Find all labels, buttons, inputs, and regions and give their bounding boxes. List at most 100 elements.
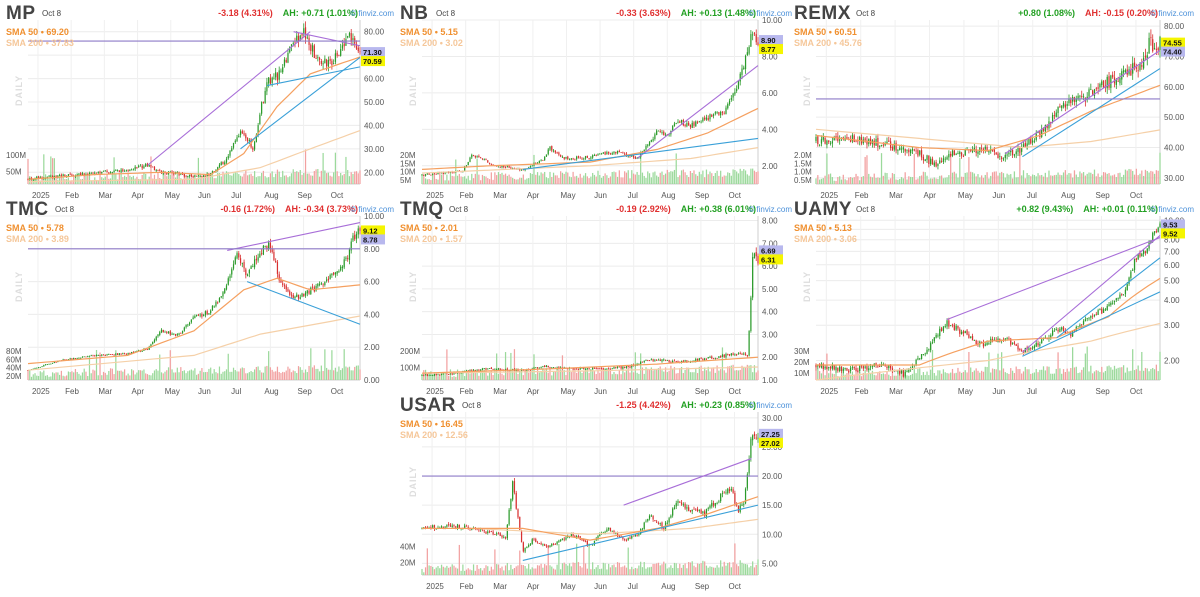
tmc-volume-bar [326, 367, 328, 380]
usar-candle-body [698, 510, 700, 511]
tmq-candle-body [712, 358, 715, 360]
tmc-candle-body [174, 333, 177, 336]
nb-volume-bar [519, 177, 521, 184]
usar-candle-body [576, 536, 578, 538]
uamy-volume-bar [842, 370, 844, 380]
nb-volume-bar [478, 174, 480, 184]
remx-candle-body [1061, 105, 1063, 109]
uamy-sma50-line [816, 277, 1161, 366]
usar-y-tick-label: 30.00 [762, 414, 783, 423]
nb-candle-body [730, 98, 732, 100]
tmq-candle-body [627, 365, 629, 367]
nb-volume-bar [616, 176, 619, 184]
mp-candle-body [285, 59, 287, 63]
mp-volume-bar [306, 173, 308, 184]
mp-volume-bar [275, 173, 277, 184]
tmc-candle-body [355, 234, 358, 239]
tmc-candle-body [48, 363, 50, 365]
nb-volume-bar [448, 180, 450, 184]
usar-volume-bar [483, 568, 485, 575]
remx-candle-body [988, 150, 990, 153]
tmc-volume-bar [327, 369, 329, 380]
nb-volume-bar [741, 170, 743, 184]
tmq-candle-body [730, 353, 732, 356]
tmc-candle-body [297, 294, 300, 299]
tmc-volume-bar [255, 366, 257, 380]
nb-volume-bar [453, 176, 455, 184]
uamy-timeframe-label: DAILY [802, 270, 812, 302]
remx-candle-body [1133, 62, 1136, 68]
tmq-volume-bar [622, 367, 624, 380]
nb-candle-body [679, 121, 681, 123]
nb-candle-body [520, 169, 523, 171]
remx-volume-bar [1113, 174, 1116, 184]
uamy-x-tick-label: Mar [889, 387, 903, 396]
mp-sma50-label: SMA 50 [6, 27, 39, 37]
nb-candle-body [563, 157, 565, 159]
remx-candle-body [1159, 36, 1161, 51]
mp-volume-bar [318, 176, 321, 184]
uamy-volume-bar [884, 374, 886, 380]
mp-candle-body [32, 179, 34, 181]
mp-candle-body [347, 35, 349, 38]
mp-volume-bar [248, 174, 250, 184]
usar-candle-body [718, 501, 720, 503]
tmc-candle-body [43, 365, 45, 367]
tmq-candle-body [663, 359, 665, 361]
mp-volume-bar [36, 176, 38, 184]
usar-candle-body [659, 523, 661, 524]
tmc-volume-bar [108, 371, 110, 380]
remx-candle-body [908, 149, 910, 153]
remx-volume-bar [971, 172, 974, 184]
usar-volume-bar [476, 565, 478, 575]
nb-volume-bar [672, 171, 674, 184]
tmq-candle-body [471, 369, 473, 371]
usar-candle-body [737, 505, 740, 512]
tmc-candle-body [315, 285, 317, 291]
tmc-volume-bar [259, 370, 261, 380]
remx-candle-body [897, 150, 899, 151]
uamy-sma50-label: SMA 50 [794, 223, 827, 233]
nb-candle-body [645, 145, 647, 150]
usar-candle-body [455, 526, 457, 528]
nb-x-tick-label: Sep [695, 191, 710, 200]
remx-candle-body [879, 145, 881, 147]
remx-candle-body [980, 148, 983, 150]
uamy-candle-body [1090, 316, 1092, 318]
uamy-candle-body [875, 363, 877, 366]
nb-volume-bar [689, 170, 692, 184]
nb-volume-bar [533, 154, 535, 184]
remx-volume-bar [1079, 171, 1081, 184]
mp-candle-body [139, 165, 142, 167]
tmq-volume-bar [625, 369, 628, 380]
usar-candle-body [560, 539, 562, 541]
remx-candle-body [839, 139, 841, 141]
mp-candle-body [43, 178, 45, 180]
usar-volume-bar [435, 567, 437, 575]
usar-volume-bar [426, 548, 428, 575]
tmq-candle-body [728, 354, 731, 356]
remx-candle-body [904, 148, 906, 152]
tmq-candle-body [600, 368, 603, 370]
remx-candle-body [817, 136, 819, 145]
uamy-x-tick-label: Sep [1096, 387, 1111, 396]
tmc-candle-body [50, 363, 52, 365]
remx-candle-body [964, 149, 966, 156]
tmc-candle-body [310, 287, 312, 295]
tmq-volume-bar [668, 370, 670, 380]
tmc-candle-body [317, 283, 319, 287]
mp-volume-bar [71, 180, 73, 184]
usar-candle-body [656, 521, 658, 523]
nb-x-tick-label: Aug [661, 191, 675, 200]
mp-volume-bar [30, 177, 33, 184]
uamy-candle-body [833, 365, 835, 370]
uamy-candle-body [1115, 298, 1117, 300]
nb-candle-body [490, 163, 492, 165]
remx-volume-bar [1117, 173, 1119, 184]
remx-volume-bar [866, 155, 868, 184]
nb-candle-body [704, 117, 706, 120]
uamy-candle-body [948, 320, 950, 327]
nb-candle-body [624, 153, 626, 155]
mp-x-tick-label: Aug [264, 191, 278, 200]
tmq-volume-bar [744, 367, 747, 380]
